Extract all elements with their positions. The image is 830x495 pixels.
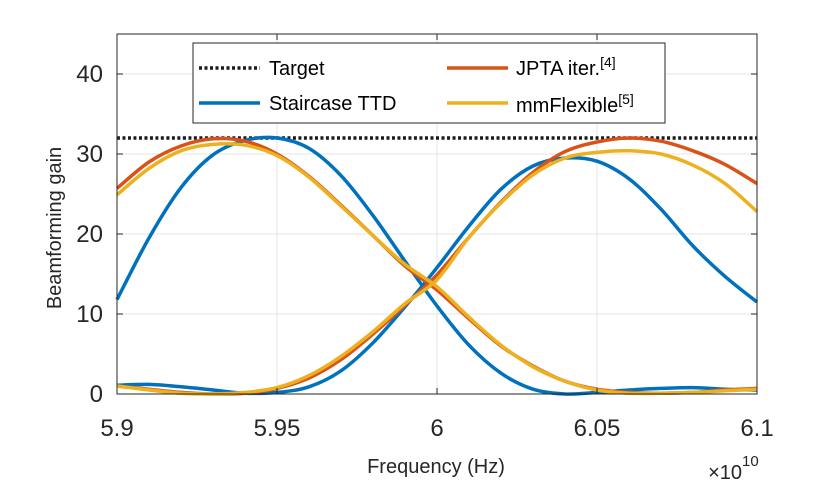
tick-labels: 5.9 5.95 6 6.05 6.1 0 10 20 30 40 (76, 61, 773, 442)
y-tick-label-4: 40 (76, 61, 103, 88)
legend-box (192, 42, 666, 124)
legend-jpta-ref: [4] (600, 54, 616, 70)
y-tick-label-3: 30 (76, 141, 103, 168)
legend: Target JPTA iter.[4] Staircase TTD mmFle… (192, 42, 666, 124)
x-tick-label-0: 5.9 (100, 415, 133, 442)
legend-label-staircase: Staircase TTD (269, 93, 396, 115)
x-axis-label: Frequency (Hz) (367, 456, 505, 478)
legend-target-text: Target (269, 58, 325, 80)
series-mmflex-curve-0 (115, 142, 758, 396)
legend-label-jpta: JPTA iter.[4] (516, 54, 616, 80)
legend-label-mmflex: mmFlexible[5] (516, 91, 634, 117)
x-tick-label-2: 6 (430, 415, 443, 442)
x-tick-label-4: 6.1 (740, 415, 773, 442)
series-staircase-curve-0 (115, 135, 758, 396)
legend-staircase-text: Staircase TTD (269, 93, 396, 115)
y-tick-label-1: 10 (76, 301, 103, 328)
y-tick-label-0: 0 (90, 381, 103, 408)
legend-mmflex-ref: [5] (618, 91, 634, 107)
x-tick-label-1: 5.95 (254, 415, 301, 442)
legend-label-target: Target (269, 58, 325, 80)
x-exponent-base: ×10 (708, 462, 742, 484)
legend-mmflex-text: mmFlexible (516, 95, 618, 117)
x-exponent-power: 10 (742, 453, 759, 470)
x-tick-label-3: 6.05 (574, 415, 621, 442)
y-axis-label: Beamforming gain (44, 147, 66, 309)
legend-jpta-text: JPTA iter. (516, 58, 600, 80)
y-tick-label-2: 20 (76, 221, 103, 248)
series-layer (115, 135, 759, 396)
ticks (116, 34, 758, 395)
series-staircase-curve-1 (116, 155, 759, 396)
